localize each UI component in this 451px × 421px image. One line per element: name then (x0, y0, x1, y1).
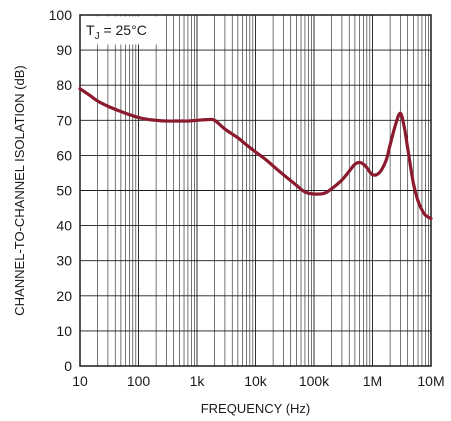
data-point (323, 192, 325, 194)
data-point (430, 217, 432, 219)
y-tick-labels: 0 10 20 30 40 50 60 70 80 90 100 (49, 7, 73, 374)
x-tick-label: 10 (72, 373, 88, 389)
data-point (155, 119, 157, 121)
data-point (165, 120, 167, 122)
data-point (378, 172, 380, 174)
data-point (213, 119, 215, 121)
data-point (348, 170, 350, 172)
y-tick-label: 50 (56, 183, 72, 199)
data-point (403, 126, 405, 128)
data-point (358, 161, 360, 163)
data-point (304, 191, 306, 193)
data-point (148, 118, 150, 120)
data-point (137, 116, 139, 118)
data-point (389, 144, 391, 146)
data-point (366, 166, 368, 168)
y-tick-label: 0 (64, 358, 72, 374)
y-axis-title: CHANNEL-TO-CHANNEL ISOLATION (dB) (12, 65, 27, 315)
data-point (295, 184, 297, 186)
data-point (424, 214, 426, 216)
x-tick-labels: 10 100 1k 10k 100k 1M 10M (72, 373, 444, 389)
data-point (412, 182, 414, 184)
y-tick-label: 10 (56, 323, 72, 339)
data-point (395, 123, 397, 125)
data-point (237, 137, 239, 139)
temperature-annotation-text: TJ = 25°C (86, 22, 147, 42)
data-point (421, 209, 423, 211)
data-point (245, 144, 247, 146)
data-point (254, 151, 256, 153)
y-tick-label: 80 (56, 77, 72, 93)
isolation-curve (78, 87, 433, 221)
data-point (224, 128, 226, 130)
temperature-annotation: TJ = 25°C (81, 16, 164, 45)
y-tick-label: 70 (56, 112, 72, 128)
data-point (107, 105, 109, 107)
y-tick-label: 90 (56, 42, 72, 58)
data-point (96, 100, 98, 102)
y-tick-label: 100 (49, 7, 73, 23)
data-point (206, 118, 208, 120)
data-point (178, 120, 180, 122)
data-point (79, 88, 81, 90)
x-tick-label: 1k (190, 373, 206, 389)
data-point (272, 165, 274, 167)
y-tick-label: 20 (56, 288, 72, 304)
data-point (362, 163, 364, 165)
data-point (128, 113, 130, 115)
y-tick-label: 60 (56, 147, 72, 163)
data-point (196, 119, 198, 121)
data-point (330, 188, 332, 190)
data-point (399, 112, 401, 114)
x-axis-title: FREQUENCY (Hz) (201, 401, 311, 416)
grid (80, 15, 431, 366)
plot-frame (79, 14, 432, 367)
x-tick-label: 100 (127, 373, 151, 389)
y-tick-label: 30 (56, 253, 72, 269)
data-point (354, 163, 356, 165)
data-point (89, 95, 91, 97)
data-point (313, 193, 315, 195)
data-point (371, 174, 373, 176)
x-tick-label: 10k (244, 373, 268, 389)
data-point (407, 147, 409, 149)
data-point (120, 110, 122, 112)
data-point (265, 158, 267, 160)
data-point (385, 159, 387, 161)
data-point (341, 179, 343, 181)
data-point (187, 120, 189, 122)
y-tick-label: 40 (56, 218, 72, 234)
data-point (282, 174, 284, 176)
x-tick-label: 10M (417, 373, 444, 389)
x-tick-label: 1M (363, 373, 382, 389)
x-tick-label: 100k (299, 373, 330, 389)
data-point (417, 200, 419, 202)
